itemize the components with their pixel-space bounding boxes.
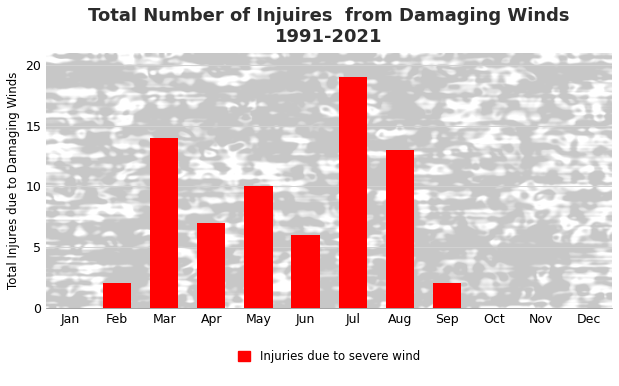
- Bar: [245, 186, 272, 308]
- Bar: [103, 283, 131, 308]
- Y-axis label: Total Injures due to Damaging Winds: Total Injures due to Damaging Winds: [7, 71, 20, 289]
- Bar: [433, 283, 461, 308]
- Bar: [339, 77, 367, 308]
- Bar: [386, 150, 414, 308]
- Legend: Injuries due to severe wind: Injuries due to severe wind: [234, 345, 425, 368]
- Title: Total Number of Injuires  from Damaging Winds
1991-2021: Total Number of Injuires from Damaging W…: [89, 7, 570, 46]
- Bar: [197, 223, 225, 308]
- Bar: [292, 235, 320, 308]
- Bar: [150, 138, 178, 308]
